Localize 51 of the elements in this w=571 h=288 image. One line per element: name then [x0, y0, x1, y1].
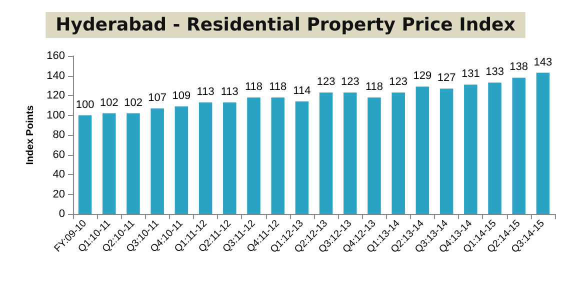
- y-tick-label: 40: [52, 168, 65, 180]
- bar: [102, 113, 116, 214]
- data-label: 109: [172, 90, 191, 102]
- data-label: 131: [461, 68, 480, 80]
- data-label: 133: [486, 66, 504, 78]
- data-label: 107: [148, 92, 167, 104]
- bar: [78, 115, 92, 214]
- data-label: 114: [293, 84, 311, 97]
- bar: [198, 102, 212, 214]
- data-label: 138: [510, 61, 528, 74]
- y-axis-title: Index Points: [25, 104, 36, 165]
- data-label: 102: [100, 96, 118, 109]
- bar: [344, 92, 357, 214]
- bar: [174, 106, 188, 214]
- y-tick-label: 80: [52, 129, 65, 141]
- bar: [223, 102, 236, 214]
- data-label: 129: [413, 70, 432, 82]
- bar: [271, 97, 284, 214]
- data-label: 118: [365, 80, 384, 93]
- bar: [512, 78, 526, 214]
- bar: [536, 72, 550, 214]
- y-tick-label: 160: [46, 50, 65, 62]
- bar: [464, 84, 478, 214]
- y-tick-label: 20: [52, 188, 65, 200]
- data-label: 100: [76, 98, 94, 111]
- y-tick-label: 140: [46, 70, 65, 82]
- y-tick-label: 60: [52, 148, 65, 161]
- chart-title: Hyderabad - Residential Property Price Index: [56, 14, 516, 36]
- bar: [126, 113, 140, 214]
- y-tick-label: 0: [58, 208, 65, 220]
- y-tick-label: 100: [46, 109, 65, 122]
- data-label: 118: [269, 80, 287, 93]
- bar: [247, 97, 260, 214]
- bar: [392, 92, 405, 214]
- bar: [416, 86, 430, 214]
- data-label: 143: [534, 56, 552, 68]
- bar: [488, 82, 502, 214]
- data-label: 123: [389, 76, 408, 88]
- y-tick-label: 120: [46, 90, 65, 102]
- bar: [368, 97, 381, 214]
- data-label: 113: [196, 86, 214, 98]
- data-label: 123: [316, 76, 336, 88]
- data-label: 127: [437, 72, 456, 84]
- data-label: 118: [244, 80, 263, 93]
- bar: [440, 88, 454, 214]
- data-label: 123: [340, 76, 360, 88]
- bar: [150, 108, 164, 214]
- data-label: 102: [124, 96, 142, 109]
- data-label: 113: [220, 86, 238, 98]
- bar: [295, 101, 309, 214]
- bar: [319, 92, 333, 214]
